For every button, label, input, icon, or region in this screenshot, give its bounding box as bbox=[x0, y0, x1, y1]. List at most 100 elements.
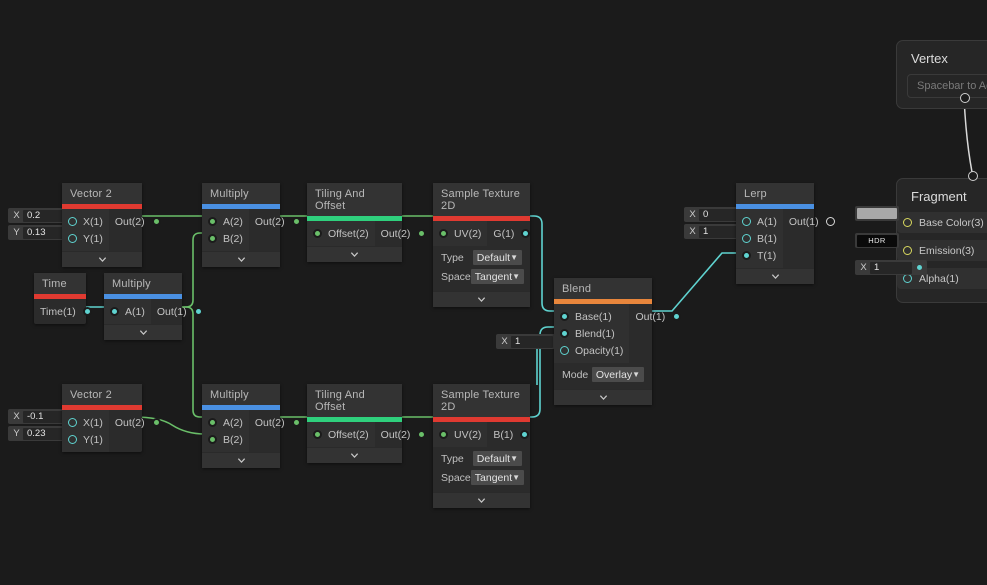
node-expand-footer[interactable] bbox=[433, 291, 530, 307]
node-sample-texture-2d-bottom[interactable]: Sample Texture 2D UV(2) B(1) Type Defaul bbox=[433, 384, 530, 508]
fragment-top-port-dot[interactable] bbox=[968, 171, 978, 181]
port-row[interactable]: A(1) bbox=[736, 213, 783, 230]
port-dot-icon[interactable] bbox=[560, 329, 569, 338]
property-row-space[interactable]: Space Tangent ▼ bbox=[441, 268, 525, 285]
port-dot-icon[interactable] bbox=[68, 217, 77, 226]
mode-dropdown[interactable]: Overlay ▼ bbox=[591, 367, 644, 382]
port-dot-icon[interactable] bbox=[151, 418, 161, 427]
port-row[interactable]: Blend(1) bbox=[554, 325, 629, 342]
property-row-mode[interactable]: Mode Overlay ▼ bbox=[562, 366, 644, 383]
node-expand-footer[interactable] bbox=[433, 492, 530, 508]
node-expand-footer[interactable] bbox=[307, 246, 402, 262]
port-dot-icon[interactable] bbox=[193, 307, 203, 316]
port-row[interactable]: X(1) bbox=[62, 414, 109, 431]
field-value[interactable]: 0 bbox=[699, 208, 741, 221]
node-multiply-top[interactable]: Multiply A(2) B(2) Out(2) bbox=[202, 183, 301, 267]
node-expand-footer[interactable] bbox=[554, 389, 652, 405]
field-value[interactable]: 1 bbox=[511, 335, 553, 348]
port-row[interactable]: Out(2) bbox=[375, 426, 433, 443]
property-row-type[interactable]: Type Default ▼ bbox=[441, 249, 522, 266]
field-value[interactable]: 1 bbox=[699, 225, 741, 238]
chevron-down-icon[interactable] bbox=[477, 496, 486, 505]
chevron-down-icon[interactable] bbox=[477, 295, 486, 304]
node-fragment-master[interactable]: Fragment Base Color(3) Emission(3) Alpha… bbox=[896, 178, 987, 303]
fragment-slot-emission[interactable]: Emission(3) bbox=[897, 240, 987, 261]
node-time[interactable]: Time Time(1) bbox=[34, 273, 92, 324]
node-sample-texture-2d-top[interactable]: Sample Texture 2D UV(2) G(1) Type Defaul bbox=[433, 183, 531, 307]
vertex-bottom-port-dot[interactable] bbox=[960, 93, 970, 103]
port-row[interactable]: UV(2) bbox=[433, 225, 487, 242]
port-dot-icon[interactable] bbox=[903, 218, 912, 227]
type-dropdown[interactable]: Default ▼ bbox=[472, 451, 522, 466]
node-vector2-top[interactable]: Vector 2 X(1) Y(1) Out(2) bbox=[62, 183, 161, 267]
blend-opacity-field[interactable]: X 1 bbox=[496, 334, 568, 349]
port-dot-icon[interactable] bbox=[672, 312, 682, 321]
port-dot-icon[interactable] bbox=[208, 435, 217, 444]
port-dot-icon[interactable] bbox=[742, 234, 751, 243]
node-expand-footer[interactable] bbox=[307, 447, 402, 463]
node-vector2-bottom[interactable]: Vector 2 X(1) Y(1) Out(2) bbox=[62, 384, 161, 452]
port-dot-icon[interactable] bbox=[825, 217, 835, 226]
port-row[interactable]: A(1) bbox=[104, 303, 151, 320]
node-expand-footer[interactable] bbox=[62, 251, 142, 267]
hdr-chip[interactable]: HDR bbox=[857, 234, 897, 247]
port-row[interactable]: Opacity(1) bbox=[554, 342, 629, 359]
port-dot-icon[interactable] bbox=[68, 435, 77, 444]
port-row[interactable]: G(1) bbox=[487, 225, 536, 242]
port-row[interactable]: Y(1) bbox=[62, 230, 109, 247]
port-dot-icon[interactable] bbox=[742, 217, 751, 226]
port-dot-icon[interactable] bbox=[208, 234, 217, 243]
emission-hdr-control[interactable]: HDR bbox=[855, 233, 899, 248]
port-dot-icon[interactable] bbox=[68, 418, 77, 427]
port-dot-icon[interactable] bbox=[68, 234, 77, 243]
type-dropdown[interactable]: Default ▼ bbox=[472, 250, 522, 265]
chevron-down-icon[interactable] bbox=[139, 328, 148, 337]
port-row[interactable]: Out(2) bbox=[249, 213, 307, 230]
port-row[interactable]: Offset(2) bbox=[307, 225, 375, 242]
property-row-type[interactable]: Type Default ▼ bbox=[441, 450, 522, 467]
port-dot-icon[interactable] bbox=[291, 217, 301, 226]
node-expand-footer[interactable] bbox=[202, 251, 280, 267]
chevron-down-icon[interactable] bbox=[350, 250, 359, 259]
node-lerp[interactable]: Lerp A(1) B(1) T(1) Out(1) bbox=[736, 183, 835, 284]
space-dropdown[interactable]: Tangent ▼ bbox=[470, 269, 525, 284]
port-row[interactable]: Out(2) bbox=[249, 414, 307, 431]
port-dot-icon[interactable] bbox=[151, 217, 161, 226]
field-value[interactable]: 0.13 bbox=[23, 226, 65, 239]
port-row[interactable]: X(1) bbox=[62, 213, 109, 230]
port-row[interactable]: A(2) bbox=[202, 414, 249, 431]
port-dot-icon[interactable] bbox=[417, 430, 427, 439]
base-color-swatch-control[interactable] bbox=[855, 206, 899, 221]
port-dot-icon[interactable] bbox=[82, 307, 92, 316]
chevron-down-icon[interactable] bbox=[350, 451, 359, 460]
port-dot-icon[interactable] bbox=[520, 430, 530, 439]
node-expand-footer[interactable] bbox=[736, 268, 814, 284]
node-multiply-time[interactable]: Multiply A(1) Out(1) bbox=[104, 273, 203, 340]
port-dot-icon[interactable] bbox=[313, 430, 322, 439]
port-dot-icon[interactable] bbox=[742, 251, 751, 260]
color-swatch[interactable] bbox=[857, 208, 897, 219]
node-expand-footer[interactable] bbox=[104, 324, 182, 340]
port-row[interactable]: A(2) bbox=[202, 213, 249, 230]
port-dot-icon[interactable] bbox=[560, 312, 569, 321]
port-row[interactable]: Base(1) bbox=[554, 308, 629, 325]
node-tiling-offset-bottom[interactable]: Tiling And Offset Offset(2) Out(2) bbox=[307, 384, 427, 463]
port-row[interactable]: Out(1) bbox=[151, 303, 209, 320]
node-vertex-master[interactable]: Vertex Spacebar to Add Node bbox=[896, 40, 987, 109]
field-value[interactable]: 1 bbox=[870, 261, 912, 274]
port-row[interactable]: Y(1) bbox=[62, 431, 109, 448]
field-value[interactable]: -0.1 bbox=[23, 410, 65, 423]
chevron-down-icon[interactable] bbox=[237, 456, 246, 465]
port-dot-icon[interactable] bbox=[208, 418, 217, 427]
node-multiply-bottom[interactable]: Multiply A(2) B(2) Out(2) bbox=[202, 384, 301, 468]
port-row[interactable]: B(1) bbox=[487, 426, 535, 443]
port-row[interactable]: Out(2) bbox=[109, 213, 167, 230]
port-row[interactable]: Time(1) bbox=[34, 303, 98, 320]
port-dot-icon[interactable] bbox=[110, 307, 119, 316]
port-row[interactable]: T(1) bbox=[736, 247, 783, 264]
port-dot-icon[interactable] bbox=[521, 229, 531, 238]
port-row[interactable]: Out(1) bbox=[783, 213, 841, 230]
port-dot-icon[interactable] bbox=[291, 418, 301, 427]
port-row[interactable]: Out(1) bbox=[629, 308, 687, 325]
